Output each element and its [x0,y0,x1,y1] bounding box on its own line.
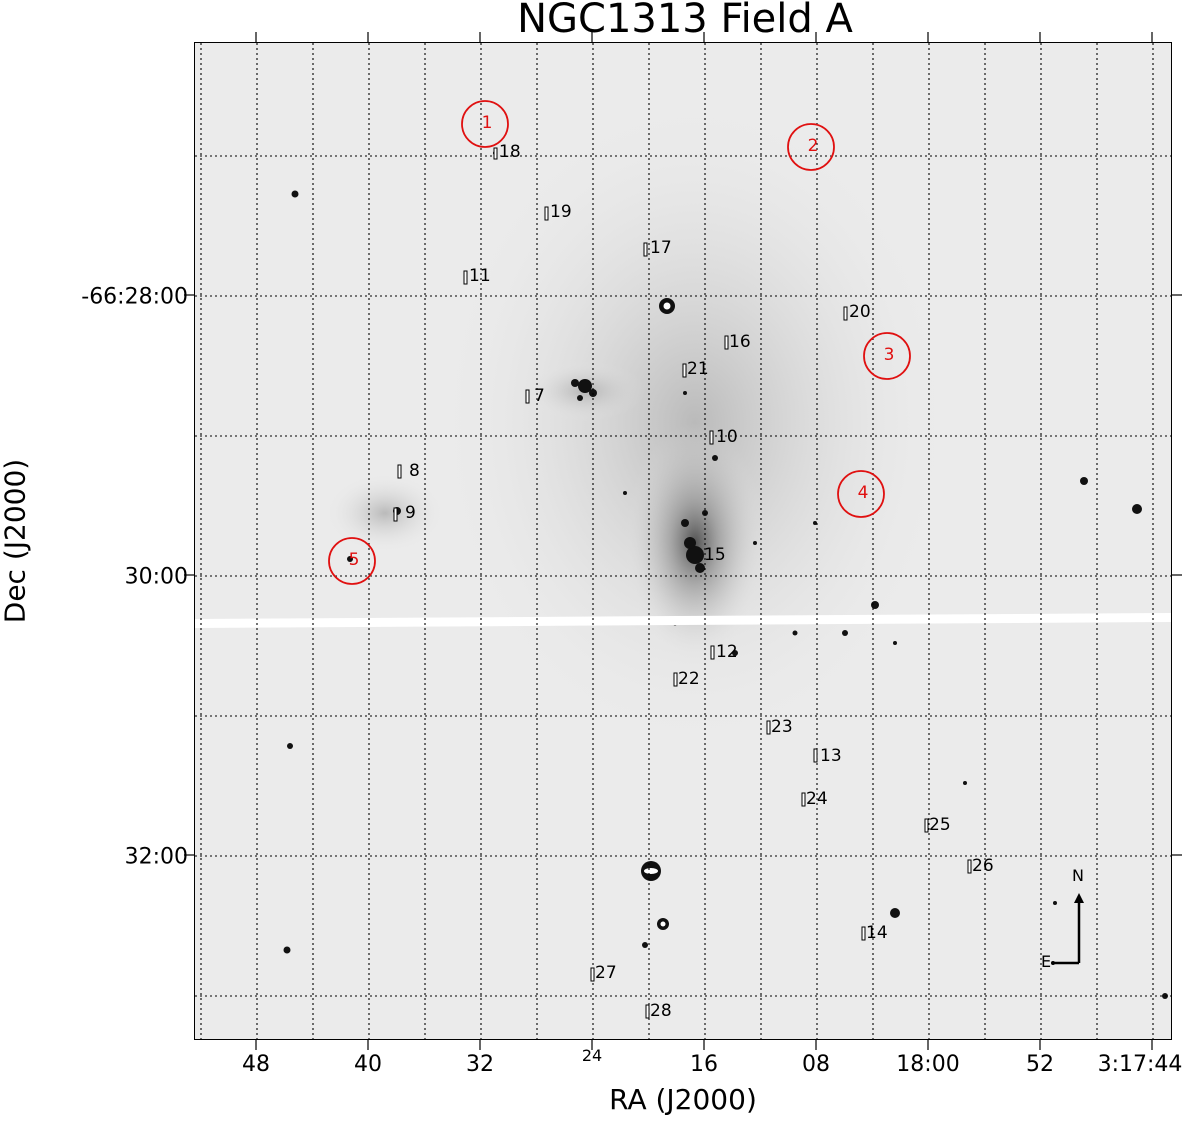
source-label: 17 [650,238,672,258]
compass-arrows [1053,901,1081,965]
source-label: 27 [595,963,617,983]
source-label: 22 [678,669,700,689]
ra-tick: 52 [1026,1052,1054,1077]
coordinate-grid [195,43,1171,1039]
source-label: 23 [771,717,793,737]
source-label: 15 [704,545,726,565]
dec-tick: -66:28:00 [81,284,188,310]
ra-tick: 16 [690,1052,718,1077]
image-frame [194,42,1172,1040]
figure-title: NGC1313 Field A [517,0,853,42]
source-label: 16 [729,332,751,352]
source-label: 25 [929,815,951,835]
source-label: 20 [849,302,871,322]
source-label: 26 [972,856,994,876]
ra-tick: 48 [242,1052,270,1077]
source-label: 8 [409,461,420,481]
ra-tick: 18:00 [896,1052,960,1077]
ra-tick: 08 [802,1052,830,1077]
dec-tick: 32:00 [124,844,188,870]
source-label: 9 [405,503,416,523]
source-label: 11 [469,266,491,286]
circle-label: 4 [857,483,869,503]
compass-east-label: E [1041,952,1052,971]
source-label: 28 [650,1001,672,1021]
source-boxes [393,147,972,1019]
source-label: 13 [820,746,842,766]
dec-tick: 30:00 [124,564,188,590]
source-label: 7 [534,386,545,406]
circle-label: 3 [883,345,895,365]
circle-label: 5 [348,550,360,570]
source-label: 14 [866,923,888,943]
source-label: 24 [806,789,828,809]
circle-label: 2 [807,136,819,156]
compass-north-label: N [1072,866,1084,885]
source-label: 21 [687,359,709,379]
red-circles [328,100,911,585]
x-axis-label: RA (J2000) [609,1083,757,1116]
source-label: 19 [550,202,572,222]
star-field [283,151,1168,999]
sky-image [195,43,1171,1039]
ra-tick: 3:17:44 [1097,1052,1183,1077]
ra-tick: 40 [354,1052,382,1077]
ra-tick: 32 [466,1052,494,1077]
source-label: 12 [716,642,738,662]
circle-label: 1 [481,113,493,133]
source-label: 10 [716,427,738,447]
source-label: 18 [499,142,521,162]
ra-tick: 24 [581,1046,603,1065]
